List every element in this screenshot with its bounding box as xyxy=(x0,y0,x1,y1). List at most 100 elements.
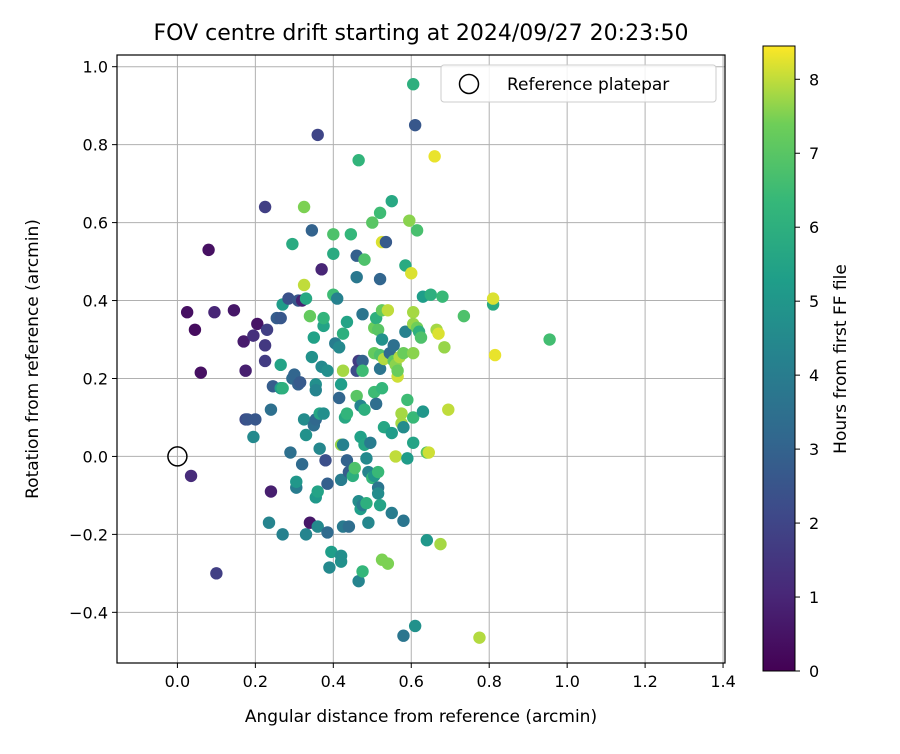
data-point xyxy=(258,339,272,352)
data-point xyxy=(276,528,289,541)
data-point xyxy=(366,216,379,229)
chart-title: FOV centre drift starting at 2024/09/27 … xyxy=(154,21,689,46)
y-tick-label: 0.4 xyxy=(83,292,108,311)
data-point xyxy=(352,574,365,588)
data-point xyxy=(317,311,330,325)
data-point xyxy=(340,315,354,329)
data-point xyxy=(336,364,350,377)
colorbar-tick-label: 8 xyxy=(809,70,819,89)
data-point xyxy=(344,228,358,241)
data-point xyxy=(385,194,398,208)
colorbar-tick-label: 3 xyxy=(809,440,819,459)
data-point xyxy=(202,243,215,257)
y-tick-label: 0.2 xyxy=(83,369,108,388)
data-point xyxy=(317,407,330,420)
data-point xyxy=(258,200,272,214)
x-tick-label: 1.2 xyxy=(632,672,657,691)
data-point xyxy=(321,364,334,377)
data-point xyxy=(274,311,287,325)
data-point xyxy=(180,306,194,319)
x-tick-label: 0.0 xyxy=(165,672,190,691)
data-point xyxy=(407,346,420,360)
data-point xyxy=(403,214,416,227)
data-point xyxy=(397,421,410,434)
data-point xyxy=(276,382,289,395)
data-point xyxy=(356,307,369,321)
data-point xyxy=(424,288,437,301)
x-tick-label: 0.6 xyxy=(399,672,424,691)
data-point xyxy=(407,436,420,449)
data-point xyxy=(247,430,260,444)
data-point xyxy=(311,520,324,533)
y-tick-label: 0.8 xyxy=(83,136,108,155)
data-point xyxy=(436,290,449,303)
data-point xyxy=(442,403,455,416)
data-point xyxy=(332,391,346,405)
data-point xyxy=(385,426,398,440)
data-point xyxy=(331,292,344,305)
x-tick-label: 1.4 xyxy=(710,672,735,691)
data-point xyxy=(358,403,371,416)
data-point xyxy=(305,224,319,237)
data-point xyxy=(486,292,500,305)
data-point xyxy=(260,323,274,336)
data-point xyxy=(295,458,309,471)
data-point xyxy=(397,514,410,527)
x-tick-label: 0.8 xyxy=(476,672,501,691)
reference-platepar-marker xyxy=(167,446,188,467)
data-point xyxy=(299,292,313,305)
colorbar-tick-label: 5 xyxy=(809,292,819,311)
data-point xyxy=(247,329,260,342)
data-point xyxy=(408,619,422,633)
data-point xyxy=(401,452,414,465)
data-point xyxy=(284,446,297,459)
data-point xyxy=(311,485,324,498)
x-tick-label: 0.2 xyxy=(243,672,268,691)
data-point xyxy=(208,306,221,319)
data-point xyxy=(348,461,361,475)
data-point xyxy=(227,304,241,317)
data-point xyxy=(407,306,420,319)
y-axis-ticks: −0.4 −0.2 0.0 0.2 0.4 0.6 0.8 1.0 xyxy=(69,58,117,622)
data-point xyxy=(251,317,264,331)
y-axis-label: Rotation from reference (arcmin) xyxy=(23,219,43,499)
data-point xyxy=(391,364,404,377)
data-point xyxy=(373,498,387,512)
data-point xyxy=(307,331,321,344)
data-point xyxy=(327,228,340,241)
data-point xyxy=(282,292,295,305)
data-point xyxy=(473,631,486,644)
plot-frame xyxy=(116,54,726,664)
data-point xyxy=(336,438,350,451)
data-point xyxy=(321,477,334,490)
legend-label-reference-platepar: Reference platepar xyxy=(507,75,669,95)
reference-marker-layer xyxy=(167,446,188,467)
data-point xyxy=(313,442,326,455)
data-point xyxy=(375,382,389,395)
data-point xyxy=(332,341,346,354)
data-point xyxy=(293,376,307,389)
data-point xyxy=(416,405,430,418)
data-point xyxy=(369,397,383,411)
data-point xyxy=(360,452,373,465)
data-point xyxy=(356,364,369,377)
data-point xyxy=(356,565,369,578)
data-point xyxy=(309,383,322,397)
data-point xyxy=(407,78,420,91)
data-point xyxy=(350,270,363,284)
data-point xyxy=(334,378,348,391)
y-tick-label: 1.0 xyxy=(83,58,108,77)
colorbar-tick-label: 0 xyxy=(809,662,819,681)
data-point xyxy=(371,487,385,500)
data-point xyxy=(428,150,441,163)
data-point xyxy=(387,339,400,352)
colorbar-tick-label: 6 xyxy=(809,218,819,237)
data-point xyxy=(323,561,336,574)
data-point xyxy=(405,267,418,280)
data-point xyxy=(360,497,373,510)
data-point xyxy=(381,557,395,570)
colorbar-ticks: 0 1 2 3 4 5 6 7 8 xyxy=(795,70,819,681)
legend: Reference platepar xyxy=(440,64,717,103)
data-point xyxy=(438,341,451,354)
